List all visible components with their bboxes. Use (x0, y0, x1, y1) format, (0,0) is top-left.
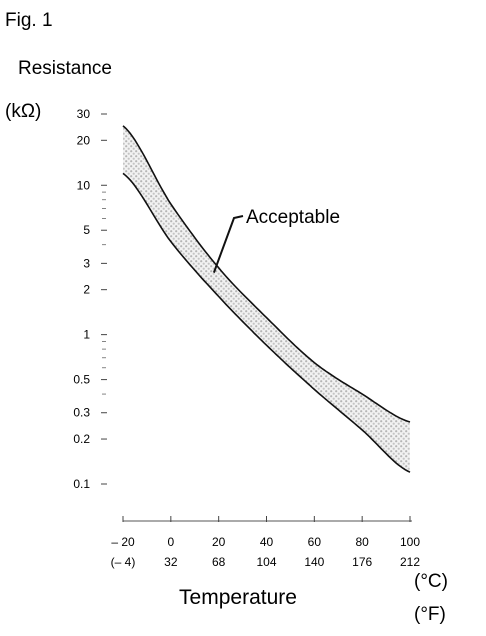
y-tick-label: 2 (83, 283, 90, 297)
x-tick-label-fahrenheit: 68 (212, 555, 226, 569)
x-tick-label-celsius: 20 (212, 535, 226, 549)
figure-label: Fig. 1 (5, 10, 53, 31)
y-tick-label: 1 (83, 328, 90, 342)
x-tick-label-celsius: – 20 (111, 535, 135, 549)
x-tick-label-fahrenheit: 32 (164, 555, 178, 569)
y-axis: 30 20 10 5 3 2 1 0.5 0.3 0.2 0.1 (73, 107, 107, 491)
x-tick-label-celsius: 100 (400, 535, 420, 549)
chart-title: Resistance (18, 58, 112, 79)
y-tick-label: 0.1 (73, 477, 90, 491)
x-axis-unit-fahrenheit: (°F) (414, 604, 446, 625)
y-tick-label: 3 (83, 256, 90, 270)
x-axis: – 20 (– 4) 0 32 20 68 40 104 60 140 80 176 100 212 (111, 516, 420, 569)
x-tick-label-celsius: 40 (260, 535, 274, 549)
x-tick-label-fahrenheit: 140 (304, 555, 324, 569)
x-axis-label: Temperature (179, 586, 297, 609)
x-tick-label-fahrenheit: 176 (352, 555, 372, 569)
x-tick-label-celsius: 0 (167, 535, 174, 549)
acceptable-band-area (123, 125, 410, 473)
y-tick-label: 0.5 (73, 373, 90, 387)
x-tick-label-fahrenheit: (– 4) (111, 555, 136, 569)
y-tick-label: 0.2 (73, 432, 90, 446)
y-tick-label: 30 (77, 107, 91, 121)
band-upper-boundary (122, 125, 411, 423)
x-tick-label-celsius: 80 (355, 535, 369, 549)
y-tick-label: 0.3 (73, 406, 90, 420)
annotation-acceptable: Acceptable (246, 207, 340, 228)
y-tick-label: 5 (83, 223, 90, 237)
y-axis-unit: (kΩ) (5, 101, 41, 122)
annotation-leader-line (212, 215, 244, 273)
y-tick-label: 10 (77, 178, 91, 192)
x-tick-label-celsius: 60 (308, 535, 322, 549)
y-tick-label: 20 (77, 133, 91, 147)
x-tick-label-fahrenheit: 212 (400, 555, 420, 569)
x-tick-label-fahrenheit: 104 (256, 555, 276, 569)
band-lower-boundary (122, 172, 411, 473)
x-axis-unit-celsius: (°C) (414, 571, 448, 592)
